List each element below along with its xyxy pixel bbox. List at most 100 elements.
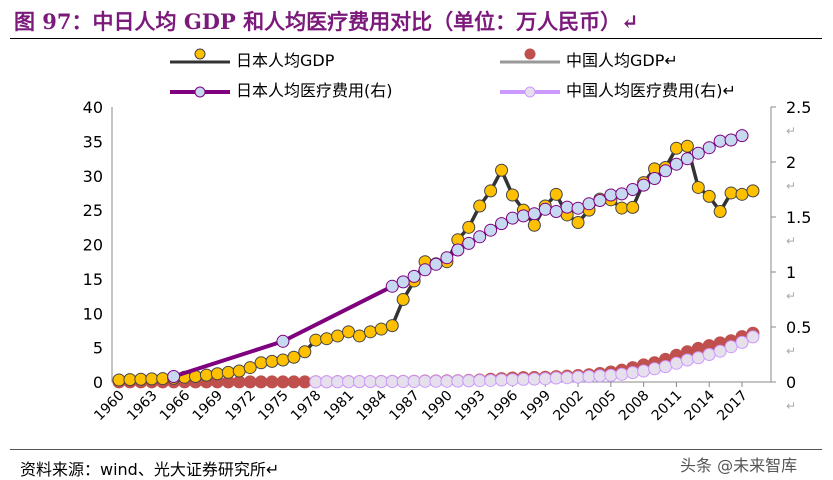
chart-title: 图 97：中日人均 GDP 和人均医疗费用对比（单位：万人民币）↵ xyxy=(14,9,639,34)
data-point xyxy=(571,216,585,229)
data-point xyxy=(473,199,487,213)
title-rule xyxy=(10,38,822,39)
data-point xyxy=(691,180,705,194)
data-point xyxy=(680,139,694,153)
data-point xyxy=(495,217,509,231)
data-point xyxy=(199,368,213,382)
data-point xyxy=(538,202,552,216)
data-point xyxy=(571,201,585,215)
data-point xyxy=(713,205,727,218)
x-tick-label: 1978 xyxy=(288,388,325,425)
data-point xyxy=(560,200,574,214)
legend-label: 日本人均GDP xyxy=(236,51,335,70)
data-point xyxy=(702,348,716,361)
data-point xyxy=(659,360,672,374)
data-point xyxy=(462,236,476,250)
x-tick-label: 2014 xyxy=(682,387,719,424)
data-point xyxy=(396,375,410,389)
left-tick-label: 10 xyxy=(83,304,103,323)
data-point xyxy=(505,211,519,225)
data-point xyxy=(385,279,399,293)
return-mark: ↵ xyxy=(786,124,796,138)
data-point xyxy=(342,325,356,339)
return-mark: ↵ xyxy=(786,289,796,303)
x-tick-label: 2017 xyxy=(714,388,751,425)
data-point xyxy=(276,353,290,367)
data-point xyxy=(385,319,399,333)
data-point xyxy=(210,367,224,381)
data-point xyxy=(702,189,716,203)
data-point xyxy=(527,372,541,386)
x-tick-label: 1981 xyxy=(321,388,358,425)
data-point xyxy=(112,373,126,387)
data-point xyxy=(363,375,377,389)
data-point xyxy=(473,374,487,388)
data-point xyxy=(691,351,705,365)
footer-rule xyxy=(10,449,822,450)
data-point xyxy=(363,325,377,339)
data-point xyxy=(276,334,290,348)
data-point xyxy=(462,374,476,388)
data-point xyxy=(724,133,738,147)
data-point xyxy=(549,187,563,201)
legend-label: 中国人均GDP↵ xyxy=(566,51,678,70)
data-point xyxy=(626,366,640,380)
legend-label: 中国人均医疗费用(右)↵ xyxy=(566,81,736,100)
data-point xyxy=(309,375,323,389)
data-point xyxy=(637,178,651,192)
data-point xyxy=(746,184,760,198)
return-mark: ↵ xyxy=(786,179,796,193)
data-point xyxy=(374,322,388,336)
data-point xyxy=(648,172,662,185)
data-point xyxy=(462,220,476,234)
right-tick-label: 2 xyxy=(786,153,796,172)
left-tick-label: 30 xyxy=(83,167,103,186)
x-tick-label: 1975 xyxy=(255,388,292,425)
data-point xyxy=(484,373,498,387)
x-tick-label: 2011 xyxy=(649,388,686,425)
data-point xyxy=(331,329,345,343)
return-mark: ↵ xyxy=(786,344,796,358)
left-tick-label: 40 xyxy=(83,98,103,117)
x-tick-label: 1993 xyxy=(452,388,489,425)
data-point xyxy=(232,364,246,378)
data-point xyxy=(298,375,312,389)
data-point xyxy=(407,269,421,283)
data-point xyxy=(527,218,541,232)
data-point xyxy=(724,340,738,354)
right-tick-label: 0.5 xyxy=(786,318,811,337)
data-point xyxy=(265,375,279,389)
data-point xyxy=(615,201,629,215)
data-point xyxy=(298,345,312,359)
data-point xyxy=(516,209,530,223)
data-point xyxy=(265,354,279,368)
data-point xyxy=(221,365,235,379)
data-point xyxy=(484,223,498,237)
watermark: 头条 @未来智库 xyxy=(680,456,798,475)
data-point xyxy=(582,370,596,383)
data-point xyxy=(669,157,683,171)
data-point xyxy=(604,368,618,382)
legend-marker xyxy=(194,86,206,98)
data-point xyxy=(134,372,148,386)
data-point xyxy=(637,364,651,378)
data-point xyxy=(167,370,181,383)
x-tick-label: 2008 xyxy=(616,388,653,425)
data-point xyxy=(505,188,519,202)
data-point xyxy=(254,375,268,389)
data-point xyxy=(418,263,432,277)
data-point xyxy=(680,152,694,166)
data-point xyxy=(352,375,366,389)
data-point xyxy=(680,353,694,367)
data-point xyxy=(724,186,738,200)
data-point xyxy=(451,374,465,388)
return-mark: ↵ xyxy=(786,234,796,248)
data-point xyxy=(396,275,410,289)
data-point xyxy=(276,375,290,389)
legend-label: 日本人均医疗费用(右) xyxy=(236,81,393,100)
left-tick-label: 35 xyxy=(83,132,103,151)
data-point xyxy=(145,372,159,386)
x-tick-label: 2002 xyxy=(550,388,587,425)
data-point xyxy=(374,375,388,389)
data-point xyxy=(429,374,443,388)
